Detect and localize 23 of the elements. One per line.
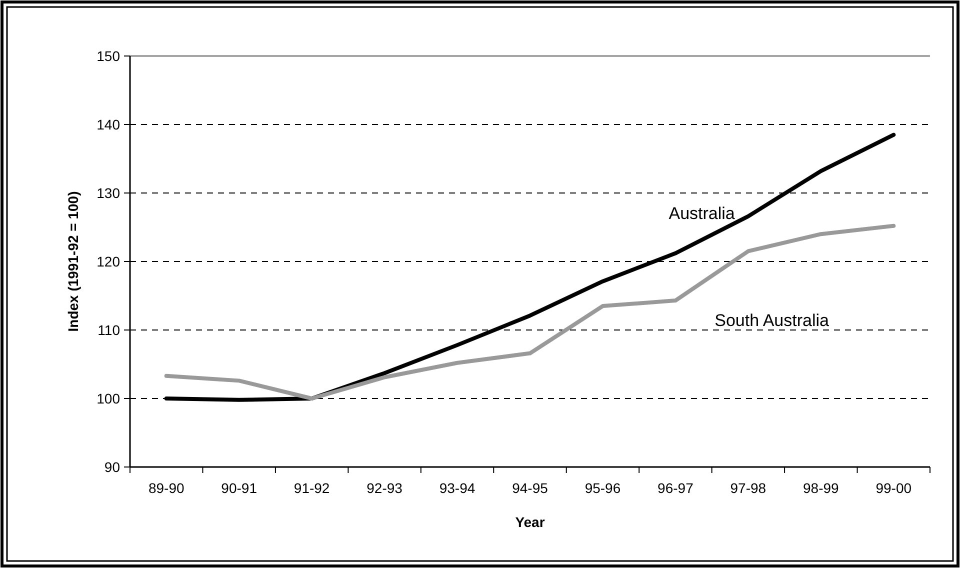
x-tick-label: 96-97 — [658, 480, 694, 496]
x-tick-label: 98-99 — [803, 480, 840, 496]
x-tick-label: 89-90 — [148, 480, 184, 496]
y-tick-label: 110 — [98, 322, 120, 338]
y-tick-label: 120 — [96, 253, 120, 270]
x-tick-label: 90-91 — [221, 480, 258, 496]
y-tick-label: 150 — [96, 48, 120, 64]
x-tick-label: 95-96 — [584, 480, 621, 496]
y-tick-label: 100 — [96, 390, 120, 406]
x-tick-label: 99-00 — [876, 480, 912, 496]
x-tick-label: 93-94 — [439, 480, 476, 496]
x-tick-label: 92-93 — [366, 480, 403, 496]
x-axis-title: Year — [515, 514, 546, 530]
series-label: Australia — [668, 204, 736, 223]
y-tick-label: 140 — [96, 116, 120, 132]
y-axis-title: Index (1991-92 = 100) — [65, 191, 81, 332]
x-tick-label: 97-98 — [730, 480, 766, 496]
y-tick-label: 130 — [96, 184, 120, 201]
line-series — [164, 224, 896, 400]
series-label: South Australia — [714, 310, 830, 330]
x-tick-label: 91-92 — [294, 480, 330, 496]
x-tick-label: 94-95 — [512, 480, 548, 496]
y-tick-label: 90 — [104, 458, 120, 475]
